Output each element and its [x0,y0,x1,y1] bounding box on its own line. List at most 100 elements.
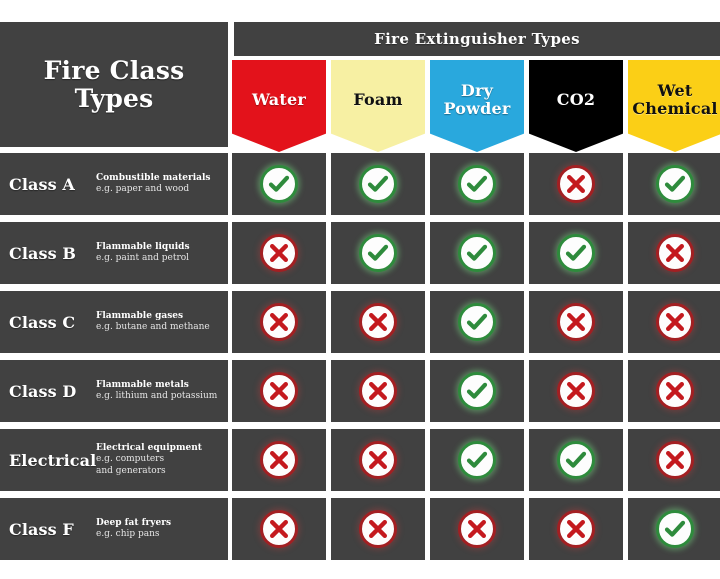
class-description-example: e.g. paint and petrol [96,252,190,263]
matrix-cell[interactable] [529,429,623,491]
cross-icon [260,510,298,548]
matrix-cell[interactable] [529,222,623,284]
class-row-class-a[interactable]: Class A Combustible materials e.g. paper a… [0,153,228,215]
cross-icon [557,303,595,341]
matrix-cell[interactable] [331,153,425,215]
matrix-cell[interactable] [529,360,623,422]
extinguisher-banner-row: Water Foam Dry Powder CO2 Wet Chemical [232,60,720,152]
class-row-description: Flammable metals e.g. lithium and potassi… [96,380,228,403]
class-description-example: e.g. computers and generators [96,453,166,476]
class-row-class-d[interactable]: Class D Flammable metals e.g. lithium and … [0,360,228,422]
matrix-cell[interactable] [529,153,623,215]
matrix-cell[interactable] [628,153,720,215]
check-icon [656,165,694,203]
class-row-class-f[interactable]: Class F Deep fat fryers e.g. chip pans [0,498,228,560]
class-row-description: Flammable liquids e.g. paint and petrol [96,242,228,265]
class-row-name: Class B [9,243,76,263]
matrix-cell[interactable] [628,360,720,422]
class-description-title: Flammable gases [96,310,184,321]
check-icon [557,441,595,479]
matrix-cell[interactable] [430,429,524,491]
page-title-line2: Types [74,83,154,113]
extinguisher-banner-label: Wet Chemical [632,81,718,118]
cross-icon [458,510,496,548]
matrix-cell[interactable] [628,429,720,491]
extinguisher-banner-label: CO2 [556,90,596,110]
cross-icon [359,303,397,341]
extinguisher-banner-dry-powder[interactable]: Dry Powder [430,60,524,152]
cross-icon [557,510,595,548]
class-row-electrical[interactable]: Electrical Electrical equipment e.g. compu… [0,429,228,491]
check-icon [359,165,397,203]
class-description-example: e.g. butane and methane [96,321,210,332]
class-row-description: Electrical equipment e.g. computers and g… [96,443,228,478]
extinguisher-types-header: Fire Extinguisher Types [234,22,720,56]
extinguisher-banner-foam[interactable]: Foam [331,60,425,152]
class-description-example: e.g. paper and wood [96,183,190,194]
matrix-cell[interactable] [628,498,720,560]
class-row-description: Combustible materials e.g. paper and wood [96,173,228,196]
cross-icon [359,441,397,479]
cross-icon [260,303,298,341]
matrix-cell[interactable] [232,429,326,491]
matrix-cell[interactable] [331,498,425,560]
cross-icon [557,165,595,203]
matrix-cell[interactable] [232,498,326,560]
cross-icon [260,372,298,410]
matrix-cell[interactable] [430,360,524,422]
check-icon [458,165,496,203]
matrix-cell[interactable] [430,291,524,353]
extinguisher-banner-label: Dry Powder [443,81,511,118]
cross-icon [260,441,298,479]
class-row-name: Class F [9,519,74,539]
matrix-cell[interactable] [331,222,425,284]
class-description-example: e.g. lithium and potassium [96,390,218,401]
cross-icon [656,441,694,479]
class-row-class-c[interactable]: Class C Flammable gases e.g. butane and me… [0,291,228,353]
page-title-line1: Fire Class [43,55,185,85]
check-icon [458,234,496,272]
cross-icon [656,372,694,410]
cross-icon [260,234,298,272]
matrix-cell[interactable] [430,153,524,215]
class-description-example: e.g. chip pans [96,528,160,539]
matrix-cell[interactable] [529,498,623,560]
matrix-cell[interactable] [331,360,425,422]
class-row-name: Class C [9,312,76,332]
class-row-name: Electrical [9,450,97,470]
matrix-cell[interactable] [430,498,524,560]
check-icon [458,372,496,410]
class-row-class-b[interactable]: Class B Flammable liquids e.g. paint and p… [0,222,228,284]
matrix-cell[interactable] [529,291,623,353]
matrix-cell[interactable] [232,360,326,422]
matrix-cell[interactable] [232,222,326,284]
cross-icon [656,234,694,272]
matrix-cell[interactable] [430,222,524,284]
check-icon [359,234,397,272]
class-description-title: Combustible materials [96,172,211,183]
matrix-cell[interactable] [232,153,326,215]
cross-icon [359,372,397,410]
class-row-name: Class A [9,174,75,194]
class-row-description: Deep fat fryers e.g. chip pans [96,518,228,541]
extinguisher-banner-wet-chemical[interactable]: Wet Chemical [628,60,720,152]
check-icon [260,165,298,203]
matrix-cell[interactable] [628,291,720,353]
page-title-panel: Fire Class Types [0,22,228,147]
class-description-title: Deep fat fryers [96,517,172,528]
class-row-name: Class D [9,381,77,401]
matrix-cell[interactable] [628,222,720,284]
class-description-title: Electrical equipment [96,442,202,453]
cross-icon [359,510,397,548]
extinguisher-banner-water[interactable]: Water [232,60,326,152]
matrix-cell[interactable] [232,291,326,353]
cross-icon [557,372,595,410]
check-icon [458,441,496,479]
matrix-cell[interactable] [331,429,425,491]
extinguisher-banner-label: Water [252,90,306,110]
extinguisher-banner-co2[interactable]: CO2 [529,60,623,152]
matrix-cell[interactable] [331,291,425,353]
class-description-title: Flammable liquids [96,241,190,252]
class-row-description: Flammable gases e.g. butane and methane [96,311,228,334]
